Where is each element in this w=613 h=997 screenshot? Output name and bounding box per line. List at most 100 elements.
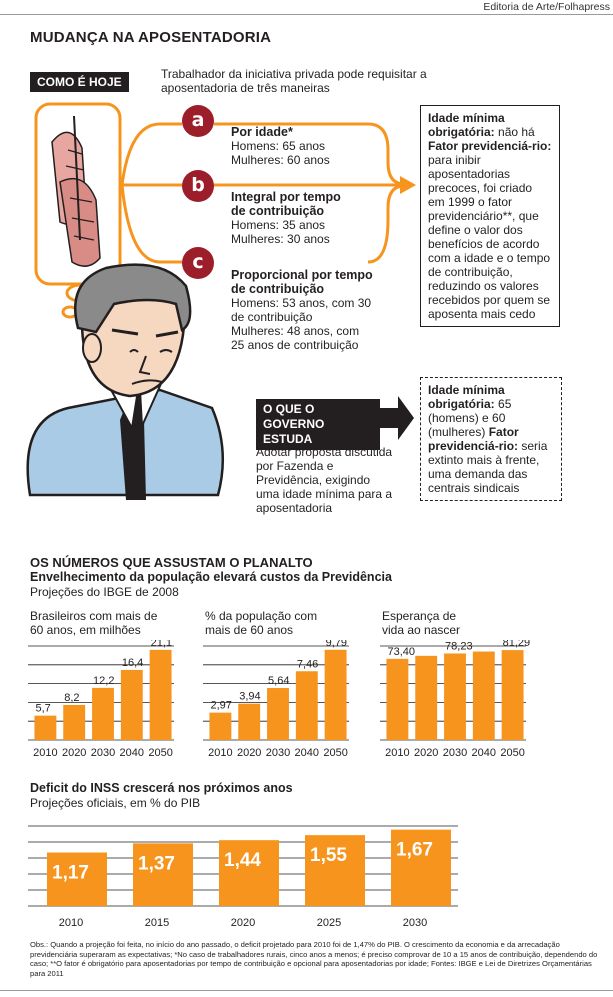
option-c-title: Proporcional por tempo	[231, 268, 373, 282]
tick-label: 2020	[231, 917, 255, 929]
data-label: 1,44	[224, 850, 261, 871]
option-a: Por idade* Homens: 65 anos Mulheres: 60 …	[231, 125, 391, 167]
option-c-line: 25 anos de contribuição	[231, 338, 359, 352]
chart3-title-line: vida ao nascer	[382, 623, 461, 637]
option-c-line: de contribuição	[231, 310, 313, 324]
bar-2040	[120, 669, 143, 740]
option-a-line: Homens: 65 anos	[231, 139, 326, 153]
tick-label: 2010	[33, 747, 57, 759]
chart-idosos-percent: 2,97 2010 3,94 2020 5,64 2030 7,46 2040 9,79 2050	[203, 640, 349, 759]
data-label: 2,97	[210, 700, 231, 712]
today-intro: Trabalhador da iniciativa privada pode r…	[161, 67, 427, 95]
bar-2015	[133, 843, 193, 906]
bar-2030	[92, 687, 114, 740]
tick-label: 2050	[323, 747, 347, 759]
deficit-note: Projeções oficiais, em % do PIB	[30, 796, 201, 810]
chart2-title-line: % da população com	[205, 609, 318, 623]
tick-label: 2040	[472, 747, 496, 759]
bar-2050	[324, 649, 347, 740]
arrow-right-icon	[400, 176, 416, 194]
chart-idosos-milhoes: 5,7 2010 8,2 2020 12,2 2030 16,4 2040 21,1 2050	[28, 640, 174, 759]
option-c-badge: c	[182, 247, 214, 279]
tick-label: 2010	[385, 747, 409, 759]
page-title: MUDANÇA NA APOSENTADORIA	[30, 29, 272, 46]
chart-deficit-inss: 1,17 2010 1,37 2015 1,44 2020 1,55 2025 1,67 2030	[28, 825, 458, 929]
option-c-title: de contribuição	[231, 282, 325, 296]
tick-label: 2030	[266, 747, 290, 759]
option-b-line: Homens: 35 anos	[231, 218, 326, 232]
gov-rules-box: Idade mínima obrigatória: 65 (homens) e …	[420, 377, 562, 501]
numbers-note: Projeções do IBGE de 2008	[30, 585, 179, 599]
option-b-title: Integral por tempo	[231, 190, 341, 204]
top-divider	[0, 14, 613, 15]
chart1-title-line: Brasileiros com mais de	[30, 609, 158, 623]
tick-label: 2025	[317, 917, 341, 929]
tick-label: 2050	[500, 747, 524, 759]
today-rules-box: Idade mínima obrigatória: não há Fator p…	[420, 105, 560, 327]
data-label: 16,4	[122, 657, 143, 669]
gov-text: Adotar proposta discutida por Fazenda e …	[256, 445, 393, 515]
today-idade-label: Idade mínima obrigatória:	[428, 111, 505, 139]
bar-2020	[238, 703, 261, 740]
bar-2030	[444, 653, 466, 740]
footnote: Obs.: Quando a projeção foi feita, no in…	[30, 940, 598, 978]
chart1-title: Brasileiros com mais de 60 anos, em milh…	[30, 609, 157, 637]
data-label: 3,94	[239, 691, 260, 703]
bar-2020	[63, 704, 86, 740]
data-label: 12,2	[93, 675, 114, 687]
chart2-title-line: mais de 60 anos	[205, 623, 294, 637]
option-b-line: Mulheres: 30 anos	[231, 232, 330, 246]
option-a-title: Por idade*	[231, 125, 293, 139]
tick-label: 2015	[145, 917, 169, 929]
tick-label: 2030	[443, 747, 467, 759]
bar-2040	[472, 651, 495, 740]
credit: Editoria de Arte/Folhapress	[483, 1, 610, 13]
option-b-title: de contribuição	[231, 204, 325, 218]
bar-2010	[47, 852, 107, 906]
gov-idade-label: Idade mínima obrigatória:	[428, 383, 505, 411]
bar-2010	[34, 715, 57, 740]
option-b-badge: b	[182, 170, 214, 202]
today-fator-label: Fator previdenciá-rio:	[428, 139, 552, 153]
tick-label: 2010	[59, 917, 83, 929]
chart3-title-line: Esperança de	[382, 609, 457, 623]
data-label: 73,40	[387, 646, 415, 658]
today-idade-value: não há	[498, 125, 535, 139]
data-label: 1,37	[138, 853, 175, 874]
gov-tag: O QUE O GOVERNO ESTUDA	[256, 399, 380, 450]
illustration	[26, 102, 416, 500]
deficit-title: Deficit do INSS crescerá nos próximos an…	[30, 781, 293, 795]
bar-2010	[386, 658, 409, 740]
option-a-line: Mulheres: 60 anos	[231, 153, 330, 167]
gov-tag-line: GOVERNO ESTUDA	[263, 417, 325, 446]
today-fator-text: para inibir aposentadorias precoces, foi…	[428, 153, 551, 321]
chart2-title: % da população com mais de 60 anos	[205, 609, 317, 637]
tick-label: 2030	[91, 747, 115, 759]
tick-label: 2040	[295, 747, 319, 759]
today-tag: COMO É HOJE	[30, 72, 129, 92]
option-a-badge: a	[182, 105, 214, 137]
data-label: 1,67	[396, 840, 433, 861]
tick-label: 2020	[62, 747, 86, 759]
tick-label: 2010	[208, 747, 232, 759]
bar-2025	[305, 835, 365, 906]
tick-label: 2030	[403, 917, 427, 929]
bar-2050	[501, 650, 524, 740]
data-label: 21,1	[151, 640, 172, 649]
man-figure	[26, 263, 225, 500]
numbers-title: OS NÚMEROS QUE ASSUSTAM O PLANALTO	[30, 555, 313, 570]
chart-esperanca-vida: 73,40 2010 2020 78,23 2030 2040 81,29 2050	[380, 640, 530, 759]
data-label: 78,23	[445, 640, 473, 652]
data-label: 7,46	[297, 658, 318, 670]
money-icon	[51, 115, 101, 267]
data-label: 5,64	[268, 675, 289, 687]
option-c-line: Mulheres: 48 anos, com	[231, 324, 360, 338]
bar-2010	[209, 712, 232, 740]
data-label: 5,7	[35, 703, 50, 715]
chart1-title-line: 60 anos, em milhões	[30, 623, 141, 637]
tick-label: 2050	[148, 747, 172, 759]
data-label: 8,2	[64, 692, 79, 704]
data-label: 9,79	[326, 640, 347, 649]
bar-2040	[295, 671, 318, 740]
tick-label: 2020	[414, 747, 438, 759]
